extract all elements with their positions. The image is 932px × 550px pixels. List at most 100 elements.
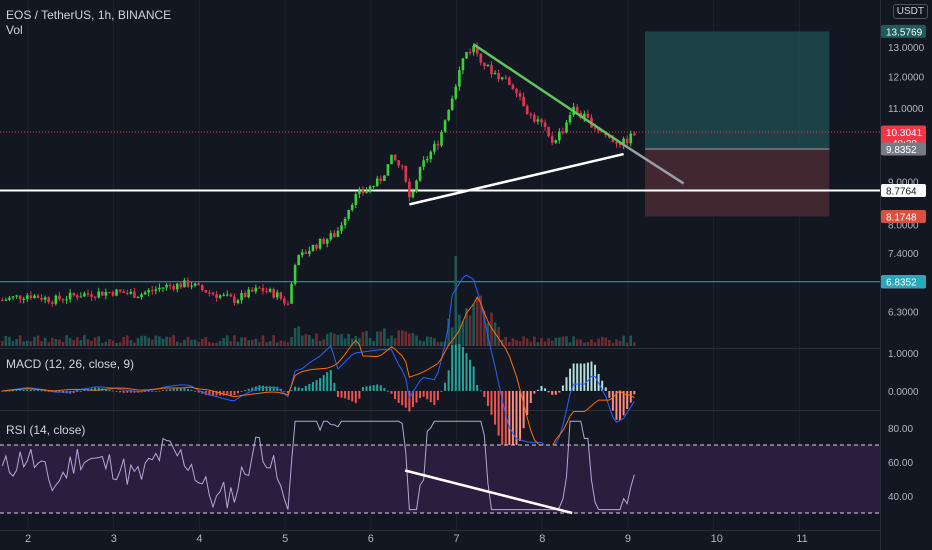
macd-histogram-bar <box>194 390 197 392</box>
candle <box>243 293 247 298</box>
volume-bar <box>454 256 458 346</box>
rsi-label[interactable]: RSI (14, close) <box>6 423 86 437</box>
volume-bar <box>240 337 243 346</box>
candle <box>397 160 400 166</box>
candle <box>297 255 300 266</box>
candle <box>179 283 183 288</box>
macd-histogram-bar <box>197 390 200 393</box>
volume-bar <box>350 338 354 346</box>
macd-histogram-bar <box>426 390 429 400</box>
volume-bar <box>36 335 40 346</box>
macd-histogram-bar <box>633 390 636 395</box>
macd-histogram-bar <box>129 390 132 393</box>
volume-bar <box>147 337 150 346</box>
candle <box>215 294 218 298</box>
candle <box>40 297 43 300</box>
time-tick-label: 9 <box>625 533 631 545</box>
macd-histogram-bar <box>333 382 336 391</box>
macd-histogram-bar <box>190 389 193 391</box>
macd-histogram-bar <box>376 384 379 391</box>
candle <box>440 131 443 146</box>
volume-bar <box>536 342 540 346</box>
macd-histogram-bar <box>629 390 632 403</box>
macd-histogram-bar <box>47 390 50 392</box>
volume-bar <box>40 341 43 346</box>
candle <box>229 294 233 297</box>
candle <box>200 285 204 291</box>
rsi-divergence-line <box>404 469 573 515</box>
candle <box>261 288 265 292</box>
macd-histogram-bar <box>608 390 611 398</box>
candle <box>408 181 411 198</box>
candle <box>393 154 397 161</box>
macd-histogram-bar <box>322 375 325 391</box>
volume-bar <box>465 308 468 346</box>
rsi-tick-label: 60.00 <box>888 458 913 469</box>
volume-bar <box>118 342 122 346</box>
volume-bar <box>65 335 68 346</box>
volume-bar <box>122 336 125 346</box>
volume-bar <box>408 333 411 346</box>
volume-bar <box>461 321 465 346</box>
macd-histogram-bar <box>461 347 464 391</box>
volume-bar <box>329 332 333 346</box>
candle <box>583 113 586 118</box>
volume-bar <box>397 330 400 346</box>
price-tick-label: 9.0000 <box>888 177 919 188</box>
volume-bar <box>622 335 625 346</box>
volume-bar <box>83 335 86 346</box>
candle <box>15 295 18 297</box>
macd-histogram-bar <box>26 389 29 391</box>
macd-histogram-bar <box>186 388 189 391</box>
macd-histogram-bar <box>444 382 447 391</box>
candle <box>240 293 243 301</box>
candle <box>254 287 258 292</box>
macd-histogram-bar <box>294 386 297 391</box>
volume-bar <box>561 336 565 346</box>
macd-histogram-bar <box>261 385 264 391</box>
candle <box>547 126 550 137</box>
volume-bar <box>43 337 47 346</box>
candle <box>358 190 361 195</box>
candle <box>383 175 386 181</box>
price-label: 9.8352 <box>886 145 917 156</box>
volume-bar <box>186 337 190 346</box>
candle <box>79 296 83 298</box>
macd-histogram-bar <box>176 388 179 391</box>
macd-label[interactable]: MACD (12, 26, close, 9) <box>6 357 135 371</box>
volume-bar <box>50 337 54 346</box>
candle <box>529 114 533 116</box>
candle <box>400 165 404 167</box>
volume-bar <box>547 338 550 346</box>
time-tick-label: 5 <box>282 533 288 545</box>
macd-histogram-bar <box>583 363 586 391</box>
macd-histogram-bar <box>422 390 425 397</box>
candle <box>100 291 104 296</box>
candle <box>286 303 290 305</box>
volume-bar <box>18 335 22 346</box>
macd-histogram-bar <box>458 343 461 391</box>
price-tick-label: 11.0000 <box>888 104 924 115</box>
macd-histogram-bar <box>547 390 550 393</box>
symbol-title[interactable]: EOS / TetherUS, 1h, BINANCE <box>6 8 172 22</box>
macd-histogram-bar <box>369 385 372 391</box>
macd-histogram-bar <box>244 389 247 391</box>
candle <box>93 296 97 298</box>
candle <box>115 289 118 296</box>
volume-bar <box>468 315 472 346</box>
volume-bar <box>404 331 408 346</box>
volume-bar <box>290 337 293 346</box>
candle <box>168 284 172 286</box>
candle <box>518 93 522 97</box>
volume-bar <box>200 338 204 346</box>
macd-histogram-bar <box>301 388 304 391</box>
macd-histogram-bar <box>415 390 418 403</box>
candle <box>508 77 511 85</box>
currency-badge[interactable]: USDT <box>892 4 928 19</box>
candle <box>68 292 72 300</box>
macd-histogram-bar <box>551 390 554 395</box>
volume-bar <box>125 335 129 346</box>
macd-tick-label: 1.0000 <box>888 349 919 360</box>
volume-bar <box>279 340 283 346</box>
